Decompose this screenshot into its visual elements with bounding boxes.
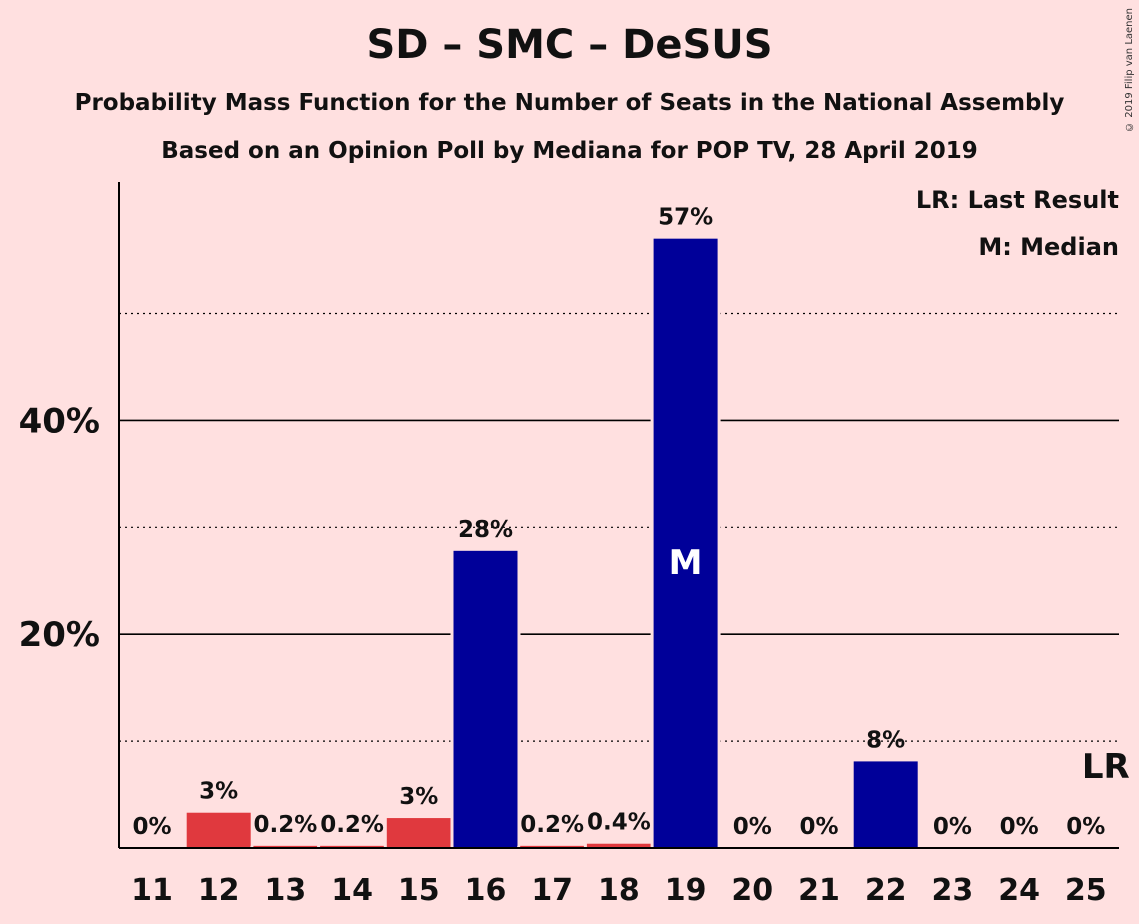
x-tick-label-17: 17 (531, 873, 573, 908)
x-tick-label-23: 23 (932, 873, 974, 908)
value-label-24: 0% (1000, 814, 1039, 840)
x-tick-label-20: 20 (731, 873, 773, 908)
y-tick-label: 40% (19, 401, 100, 441)
bar-15 (386, 818, 451, 848)
bar-17 (520, 845, 585, 848)
value-label-23: 0% (933, 814, 972, 840)
bar-13 (253, 845, 318, 848)
x-tick-label-24: 24 (998, 873, 1040, 908)
value-label-20: 0% (733, 814, 772, 840)
bar-18 (586, 843, 651, 848)
legend-median: M: Median (978, 233, 1119, 261)
bar-16 (453, 550, 518, 848)
bar-14 (320, 845, 385, 848)
x-tick-label-21: 21 (798, 873, 840, 908)
x-tick-label-15: 15 (398, 873, 440, 908)
bar-12 (186, 812, 251, 848)
x-tick-label-18: 18 (598, 873, 640, 908)
value-label-25: 0% (1066, 814, 1105, 840)
x-tick-label-14: 14 (331, 873, 373, 908)
x-tick-label-22: 22 (865, 873, 907, 908)
last-result-marker: LR (1082, 747, 1130, 787)
chart-title: SD – SMC – DeSUS (366, 22, 773, 68)
value-label-16: 28% (458, 517, 513, 543)
x-tick-label-19: 19 (665, 873, 707, 908)
x-tick-label-13: 13 (265, 873, 307, 908)
x-tick-label-12: 12 (198, 873, 240, 908)
chart-subtitle: Probability Mass Function for the Number… (74, 90, 1065, 116)
x-tick-label-11: 11 (131, 873, 173, 908)
value-label-17: 0.2% (520, 812, 584, 838)
value-label-11: 0% (132, 814, 171, 840)
value-label-18: 0.4% (587, 810, 651, 836)
y-tick-label: 20% (19, 615, 100, 655)
value-label-15: 3% (399, 784, 438, 810)
value-label-12: 3% (199, 779, 238, 805)
value-label-19: 57% (658, 205, 713, 231)
value-label-13: 0.2% (254, 812, 318, 838)
bar-22 (853, 761, 918, 848)
value-label-14: 0.2% (320, 812, 384, 838)
median-marker: M (669, 543, 703, 583)
x-tick-label-25: 25 (1065, 873, 1107, 908)
bar-19 (653, 238, 718, 849)
x-tick-label-16: 16 (465, 873, 507, 908)
value-label-21: 0% (799, 814, 838, 840)
legend-last-result: LR: Last Result (915, 186, 1119, 214)
value-label-22: 8% (866, 727, 905, 753)
chart-subtitle-source: Based on an Opinion Poll by Mediana for … (161, 138, 978, 164)
